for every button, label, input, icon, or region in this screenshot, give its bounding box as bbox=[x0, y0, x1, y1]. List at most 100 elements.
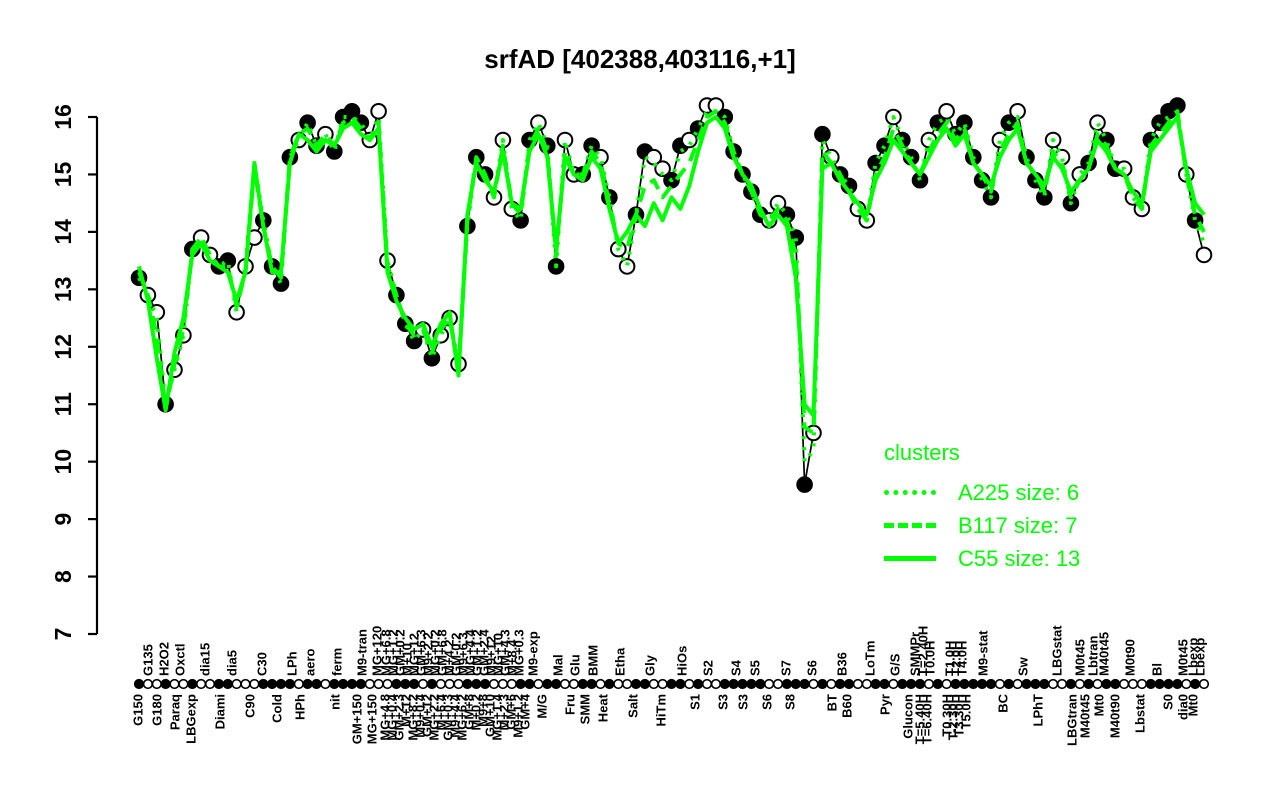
y-tick-label: 13 bbox=[50, 277, 76, 303]
condition-marker bbox=[897, 678, 908, 690]
condition-label: Bl bbox=[1150, 663, 1165, 676]
condition-marker bbox=[338, 678, 349, 690]
profile-line bbox=[138, 104, 1205, 485]
cluster-curve-B117 bbox=[137, 109, 1206, 435]
y-tick-label: 12 bbox=[50, 334, 76, 360]
condition-marker bbox=[196, 678, 207, 690]
condition-marker bbox=[329, 678, 340, 690]
condition-label: MG+4.8 bbox=[378, 694, 393, 741]
filled-data-point bbox=[814, 125, 831, 143]
condition-label: M9+8 bbox=[476, 694, 491, 727]
condition-marker bbox=[941, 678, 952, 690]
condition-label: T5.0H bbox=[959, 694, 974, 729]
condition-label: Mt0 bbox=[1092, 694, 1107, 716]
y-axis: 7 8 9 10 11 12 13 14 15 16 bbox=[50, 104, 99, 640]
condition-marker bbox=[950, 678, 961, 690]
condition-marker bbox=[1047, 678, 1059, 690]
open-data-point bbox=[681, 131, 698, 149]
condition-marker bbox=[843, 678, 855, 690]
condition-label: Pyr bbox=[878, 694, 893, 715]
condition-marker bbox=[604, 678, 615, 690]
condition-label: GM+0.2 bbox=[393, 629, 408, 676]
condition-label: LBGexp bbox=[184, 694, 199, 744]
condition-marker bbox=[826, 678, 837, 690]
condition-label: M9+0.4 bbox=[413, 693, 428, 737]
condition-marker bbox=[675, 678, 686, 690]
y-tick-label: 8 bbox=[50, 570, 76, 583]
dashed-line-sample bbox=[884, 523, 936, 528]
condition-marker bbox=[550, 678, 562, 690]
condition-label: Lbstat bbox=[1133, 693, 1148, 733]
condition-label: nit bbox=[328, 693, 343, 710]
condition-label: Lbexp bbox=[1186, 638, 1201, 676]
condition-marker bbox=[1092, 678, 1103, 690]
condition-label: MG+12 bbox=[407, 633, 422, 676]
condition-marker bbox=[311, 678, 322, 690]
condition-label: S0 bbox=[1161, 694, 1176, 710]
y-tick-label: 11 bbox=[50, 392, 76, 417]
condition-marker bbox=[870, 678, 881, 690]
condition-label: M+6.4 bbox=[434, 693, 449, 730]
condition-label: C90 bbox=[243, 694, 258, 718]
clusters-legend: clusters A225 size: 6 B117 size: 7 C55 s… bbox=[884, 440, 1080, 575]
condition-marker bbox=[994, 678, 1006, 690]
condition-label: MG+8.2 bbox=[406, 694, 421, 741]
condition-marker bbox=[1154, 678, 1165, 690]
condition-marker bbox=[302, 678, 313, 690]
condition-marker bbox=[666, 678, 677, 690]
condition-label: Cold bbox=[270, 694, 285, 723]
condition-label: GM+2.4 bbox=[477, 629, 492, 676]
condition-marker bbox=[985, 678, 997, 690]
condition-label: S8 bbox=[783, 694, 798, 710]
condition-label: H2O2 bbox=[157, 642, 172, 676]
legend-title: clusters bbox=[884, 440, 960, 465]
condition-marker bbox=[577, 678, 588, 690]
condition-marker bbox=[515, 678, 526, 690]
condition-marker bbox=[284, 678, 296, 690]
condition-label: T=2.40H bbox=[916, 626, 931, 676]
condition-label: T=6.40H bbox=[920, 694, 935, 744]
condition-label: S3 bbox=[736, 694, 751, 710]
condition-marker bbox=[595, 678, 606, 690]
condition-marker bbox=[417, 678, 429, 690]
condition-label: MG+6.2 bbox=[455, 694, 470, 741]
condition-label: BT bbox=[825, 694, 840, 711]
condition-label: M/G bbox=[535, 694, 550, 719]
condition-marker bbox=[861, 678, 872, 690]
y-tick-label: 9 bbox=[50, 513, 76, 526]
condition-marker bbox=[222, 678, 233, 690]
condition-marker bbox=[471, 678, 482, 690]
condition-label: ferm bbox=[330, 648, 345, 676]
open-data-point bbox=[654, 160, 671, 177]
condition-label: S3 bbox=[716, 694, 731, 710]
condition-label: LoTm bbox=[863, 641, 878, 676]
condition-marker bbox=[888, 678, 899, 690]
condition-label: M9-exp bbox=[526, 631, 541, 676]
condition-marker bbox=[746, 678, 757, 690]
y-tick-label: 14 bbox=[50, 219, 76, 245]
condition-marker bbox=[701, 678, 713, 690]
condition-label: M9+12 bbox=[484, 636, 499, 676]
condition-label: BMM bbox=[586, 645, 601, 676]
condition-marker bbox=[249, 678, 260, 690]
condition-marker bbox=[1039, 678, 1050, 690]
condition-marker bbox=[178, 678, 189, 690]
condition-marker bbox=[1118, 678, 1130, 690]
condition-label: Diami bbox=[213, 694, 228, 729]
filled-data-point bbox=[796, 476, 813, 493]
condition-marker bbox=[772, 678, 784, 690]
cluster-curve-C55 bbox=[137, 115, 1206, 418]
condition-marker bbox=[231, 678, 242, 690]
condition-marker bbox=[1021, 678, 1032, 690]
condition-label: HPh bbox=[293, 694, 308, 720]
y-tick-label: 15 bbox=[50, 161, 76, 187]
condition-marker bbox=[932, 678, 943, 690]
condition-marker bbox=[914, 678, 926, 690]
condition-label: M9+4.4 bbox=[448, 693, 463, 737]
condition-label: LBGstat bbox=[1050, 625, 1065, 676]
condition-label: M9+6.3 bbox=[456, 632, 471, 676]
condition-marker bbox=[586, 678, 597, 690]
condition-label: Paraq bbox=[168, 694, 183, 730]
condition-marker bbox=[400, 678, 411, 690]
condition-marker bbox=[444, 678, 455, 690]
